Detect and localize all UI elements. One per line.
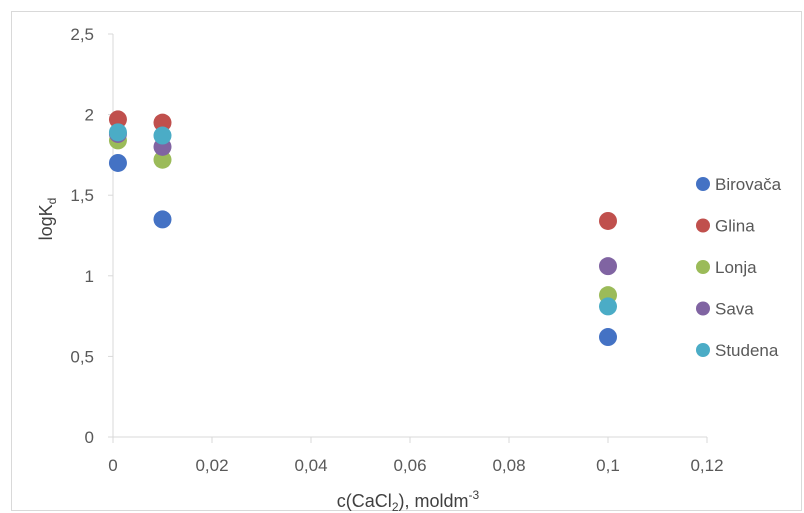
y-tick-label: 0 <box>85 428 94 447</box>
x-tick-label: 0,1 <box>596 456 620 475</box>
y-tick-label: 2 <box>85 106 94 125</box>
series-lonja <box>108 131 617 305</box>
legend-marker <box>696 301 710 316</box>
series-studena <box>108 123 617 316</box>
y-axis-title: logKd <box>36 198 59 241</box>
legend: Birovača Glina Lonja Sava Studena <box>696 175 782 360</box>
x-tick-label: 0,12 <box>690 456 723 475</box>
legend-item: Glina <box>696 217 755 236</box>
y-tick-label: 1,5 <box>70 186 94 205</box>
x-tick-label: 0,06 <box>393 456 426 475</box>
data-point <box>153 210 172 229</box>
y-tick-label: 0,5 <box>70 347 94 366</box>
data-point <box>599 211 617 230</box>
data-point <box>108 123 127 142</box>
data-point <box>599 328 617 347</box>
data-points <box>108 110 617 347</box>
legend-item: Lonja <box>696 258 757 277</box>
y-tick-label: 1 <box>85 267 94 286</box>
data-point <box>108 110 127 129</box>
data-point <box>108 153 127 172</box>
data-point <box>153 126 172 145</box>
series-glina <box>108 110 617 230</box>
x-tick-label: 0,08 <box>492 456 525 475</box>
legend-label: Birovača <box>715 175 782 194</box>
legend-label: Studena <box>715 341 779 360</box>
data-point <box>153 150 172 169</box>
legend-marker <box>696 218 710 233</box>
legend-item: Birovača <box>696 175 782 194</box>
data-point <box>599 297 617 316</box>
axes: 0 0,5 1 1,5 2 2,5 0 0,02 0,04 0,06 0,08 0,1 0,12 <box>70 25 723 475</box>
data-point <box>599 257 617 276</box>
legend-item: Sava <box>696 300 754 319</box>
legend-marker <box>696 260 710 274</box>
data-point <box>153 113 172 132</box>
legend-label: Lonja <box>715 258 757 277</box>
x-tick-label: 0 <box>108 456 117 475</box>
series-sava <box>108 124 617 276</box>
x-tick-label: 0,02 <box>195 456 228 475</box>
legend-marker <box>696 343 710 357</box>
legend-marker <box>696 177 710 191</box>
legend-label: Sava <box>715 300 754 319</box>
legend-item: Studena <box>696 341 779 360</box>
legend-label: Glina <box>715 217 755 236</box>
y-tick-label: 2,5 <box>70 25 94 44</box>
x-axis-title: c(CaCl2), moldm-3 <box>337 488 480 513</box>
series-birova-a <box>108 153 617 347</box>
chart-frame <box>11 11 802 511</box>
x-tick-label: 0,04 <box>294 456 327 475</box>
